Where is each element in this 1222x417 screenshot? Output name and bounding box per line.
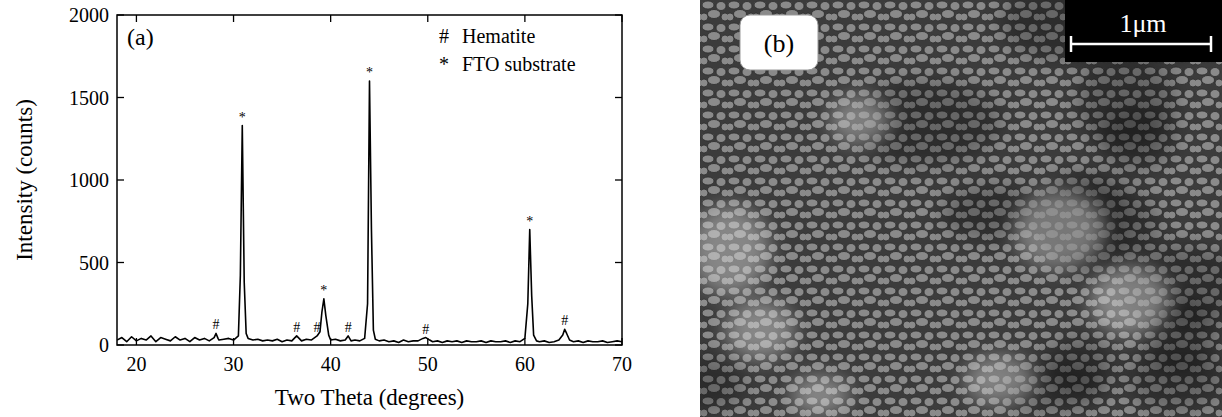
y-tick-right (615, 14, 622, 15)
legend-symbol: * (439, 53, 449, 75)
scale-bar-end (1070, 36, 1073, 52)
y-axis-title: Intensity (counts) (12, 99, 37, 261)
panel-label-box (740, 15, 818, 70)
sem-shade (1127, 345, 1222, 412)
panel-label: (b) (764, 29, 794, 58)
y-tick-label: 1000 (69, 169, 109, 191)
x-tick (524, 338, 525, 345)
scale-bar-box (1065, 0, 1222, 62)
y-tick-right (615, 179, 622, 180)
peak-marker: # (314, 320, 321, 335)
scale-bar-end (1210, 36, 1213, 52)
x-tick-label: 40 (321, 353, 341, 375)
y-tick (117, 262, 124, 263)
x-tick-top (136, 15, 137, 22)
peak-marker: # (293, 320, 300, 335)
figure: 20 30 40 50 60 70 0 500 1000 1500 2000 Two Theta (d… (0, 0, 1222, 417)
legend: # Hematite * FTO substrate (439, 25, 576, 75)
x-tick-top (524, 15, 525, 22)
scale-bar (1070, 43, 1212, 46)
sem-shade (1099, 107, 1174, 171)
sem-bright-cluster (1090, 265, 1170, 335)
x-tick-label: 20 (126, 353, 146, 375)
sem-image (700, 0, 1222, 417)
sem-bright-cluster (965, 355, 1035, 405)
y-tick-right (615, 344, 622, 345)
plot-area (117, 81, 622, 343)
panel-label: (a) (127, 24, 154, 50)
legend-label: Hematite (462, 25, 535, 47)
x-tick (330, 338, 331, 345)
x-tick-label: 70 (612, 353, 632, 375)
x-tick-top (621, 15, 622, 22)
sem-bright-cluster (725, 300, 795, 360)
legend-label: FTO substrate (462, 53, 576, 75)
legend-symbol: # (439, 25, 449, 47)
x-tick-top (233, 15, 234, 22)
xrd-line (117, 81, 622, 343)
y-tick-label: 0 (99, 334, 109, 356)
x-tick-label: 30 (224, 353, 244, 375)
sem-bright-cluster (790, 375, 850, 415)
peak-marker: * (526, 214, 533, 229)
x-tick (136, 338, 137, 345)
peak-marker: # (422, 322, 429, 337)
peak-marker: # (345, 320, 352, 335)
x-axis-title: Two Theta (degrees) (275, 385, 465, 410)
y-tick (117, 179, 124, 180)
x-tick-label: 60 (515, 353, 535, 375)
y-tick-label: 2000 (69, 4, 109, 26)
y-tick-right (615, 262, 622, 263)
background (0, 0, 1222, 417)
x-tick-top (330, 15, 331, 22)
sem-bright-cluster (700, 205, 770, 295)
scale-bar-label: 1μm (1119, 9, 1166, 38)
sem-bright-cluster (1015, 190, 1105, 270)
peak-marker: * (239, 110, 246, 125)
y-tick-label: 500 (79, 252, 109, 274)
x-tick (427, 338, 428, 345)
peak-marker: * (320, 283, 327, 298)
y-tick (117, 14, 124, 15)
x-tick (621, 338, 622, 345)
peak-marker: * (366, 65, 373, 80)
x-tick-top (427, 15, 428, 22)
plot-frame (117, 15, 622, 345)
peak-marker: # (561, 313, 568, 328)
y-tick-right (615, 97, 622, 98)
y-tick-label: 1500 (69, 87, 109, 109)
peak-marker: # (213, 317, 220, 332)
sem-shade (700, 356, 744, 413)
x-tick-label: 50 (418, 353, 438, 375)
y-tick (117, 97, 124, 98)
x-tick (233, 338, 234, 345)
sem-bright-cluster (830, 95, 890, 145)
y-tick (117, 344, 124, 345)
